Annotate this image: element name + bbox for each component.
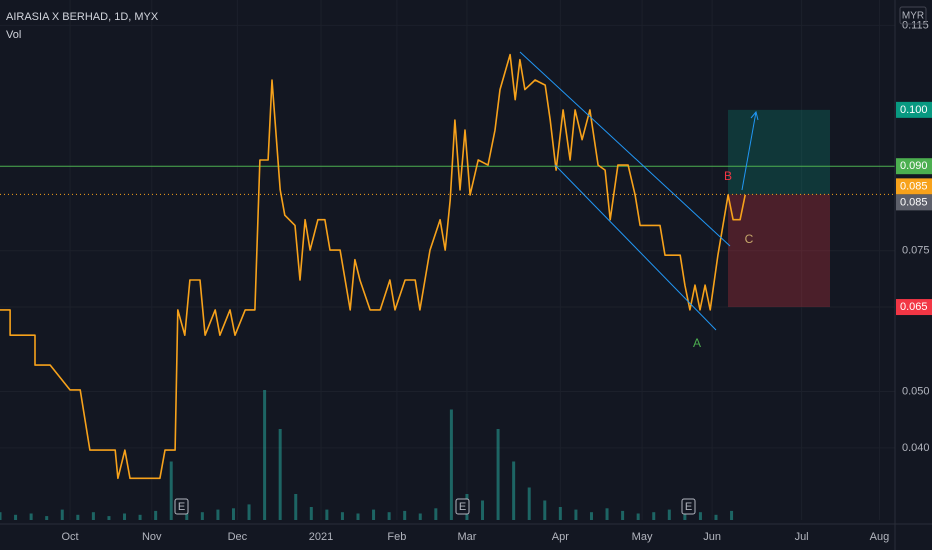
x-tick-label: Dec xyxy=(228,531,248,543)
price-badge xyxy=(896,194,932,211)
volume-bar xyxy=(325,509,329,520)
volume-bar xyxy=(0,512,2,520)
volume-bar xyxy=(356,513,360,520)
x-tick-label: May xyxy=(632,531,653,543)
x-tick-label: Jul xyxy=(795,531,809,543)
axes: Oct Nov Dec 2021 Feb Mar Apr May Jun Jul Aug 0.115 0… xyxy=(61,19,932,543)
price-badge xyxy=(896,178,932,195)
plot xyxy=(0,53,746,480)
volume-bar xyxy=(154,510,158,520)
volume-bar xyxy=(621,510,625,520)
volume-bar xyxy=(574,509,578,520)
stop-zone xyxy=(728,194,830,308)
annotation: A xyxy=(693,336,701,350)
volume-bar xyxy=(418,513,422,520)
y-tick-label: 0.075 xyxy=(902,245,930,257)
price-badge xyxy=(896,299,932,316)
volume-bar xyxy=(481,500,485,520)
price-badge-label: 0.085 xyxy=(900,180,928,192)
event-flag[interactable] xyxy=(681,498,696,515)
y-tick-label: 0.115 xyxy=(902,19,929,31)
price-badge-label: 0.065 xyxy=(900,301,928,313)
volume-bar xyxy=(60,509,64,520)
channel-line xyxy=(519,51,731,247)
x-tick-label: Mar xyxy=(457,531,476,543)
price-badge xyxy=(896,101,932,118)
volume-bar xyxy=(372,509,376,520)
volume-bar xyxy=(138,514,142,520)
x-tick-label: Apr xyxy=(552,531,569,543)
volume-bar xyxy=(14,514,18,520)
volume-bar xyxy=(309,507,313,520)
volume-bar xyxy=(340,512,344,520)
volume-bar xyxy=(527,487,531,520)
volume-bar xyxy=(543,500,547,520)
price-line xyxy=(0,53,746,480)
x-tick-label: Aug xyxy=(870,531,890,543)
volume-bar xyxy=(636,513,640,520)
price-badge-label: 0.090 xyxy=(900,160,928,172)
volume-bar xyxy=(263,390,267,520)
price-badge xyxy=(896,158,932,175)
volume-bar xyxy=(496,429,500,520)
grid xyxy=(0,0,895,520)
position-tool xyxy=(728,109,830,308)
volume-bar xyxy=(76,514,80,520)
volume-bar xyxy=(512,461,516,520)
volume-bar xyxy=(216,509,220,520)
volume-bar xyxy=(29,513,33,520)
volume-bar xyxy=(683,513,687,520)
volume-bar xyxy=(123,513,127,520)
chart-title: AIRASIA X BERHAD, 1D, MYX xyxy=(6,11,159,23)
currency-box[interactable] xyxy=(899,6,927,25)
target-zone xyxy=(728,109,830,195)
volume-bar xyxy=(45,516,49,520)
volume-bar xyxy=(667,509,671,520)
volume-label: Vol xyxy=(6,29,21,41)
volume-bar xyxy=(652,512,656,520)
volume-bar xyxy=(558,507,562,520)
volume-bar xyxy=(169,461,173,520)
volume-bar xyxy=(107,516,111,520)
volume-bar xyxy=(387,512,391,520)
annotation: B xyxy=(724,169,732,183)
event-label[interactable]: E xyxy=(178,501,185,513)
volume-bar xyxy=(278,429,282,520)
arrow-head xyxy=(750,110,759,121)
event-label[interactable]: E xyxy=(685,501,692,513)
volume-bar xyxy=(231,508,235,520)
price-badge-label: 0.100 xyxy=(900,104,928,116)
event-flag[interactable] xyxy=(174,498,189,515)
volume-bar xyxy=(714,514,718,520)
volume-bar xyxy=(403,510,407,520)
volume-bar xyxy=(589,512,593,520)
x-tick-label: Nov xyxy=(142,531,162,543)
volume-bar xyxy=(730,510,734,520)
x-tick-label: Oct xyxy=(61,531,78,543)
currency-label[interactable]: MYR xyxy=(902,11,924,22)
volume-bar xyxy=(605,508,609,520)
volume-bar xyxy=(91,512,95,520)
event-flag[interactable] xyxy=(455,498,470,515)
volume-bar xyxy=(434,508,438,520)
annotation: C xyxy=(745,232,754,246)
y-tick-label: 0.050 xyxy=(902,385,930,397)
event-label[interactable]: E xyxy=(459,501,466,513)
volume-bar xyxy=(294,494,298,520)
volume-bar xyxy=(200,512,204,520)
price-badge-label: 0.085 xyxy=(900,196,928,208)
x-tick-label: 2021 xyxy=(309,531,333,543)
y-tick-label: 0.040 xyxy=(902,442,930,454)
channel-line xyxy=(554,164,717,331)
volume-bar xyxy=(247,504,251,520)
volume-bar xyxy=(698,512,702,520)
x-tick-label: Jun xyxy=(703,531,721,543)
projection-arrow xyxy=(741,111,757,191)
volume-bar xyxy=(449,409,453,520)
x-tick-label: Feb xyxy=(387,531,406,543)
